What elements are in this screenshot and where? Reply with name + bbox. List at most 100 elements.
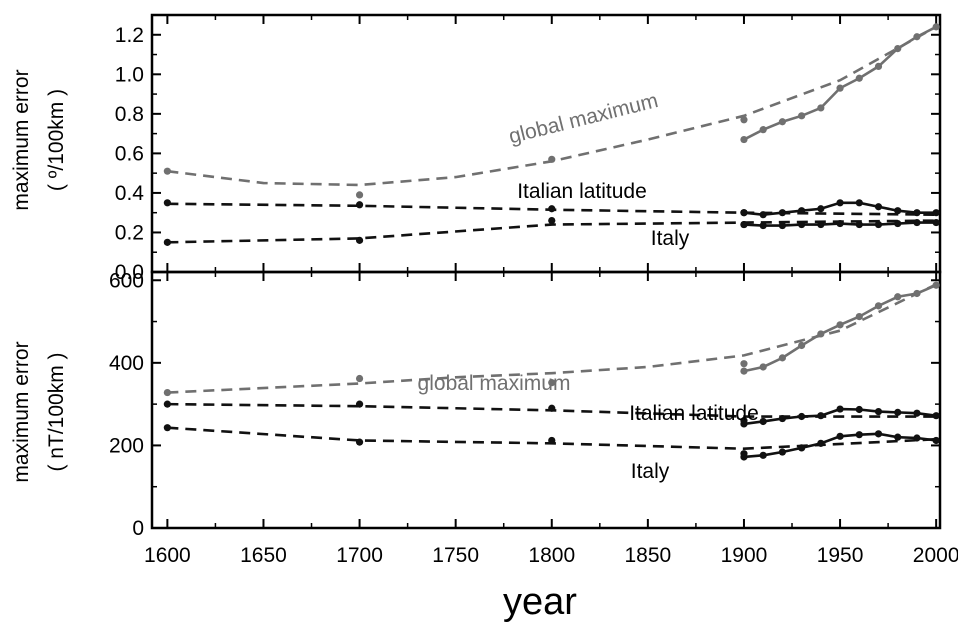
bottom-latitude-detail-point: [932, 412, 940, 420]
bottom-annotation-italy: Italy: [631, 460, 670, 483]
top-global-detail-point: [778, 118, 787, 126]
top-y-axis-unit: ( º/100km ): [45, 89, 68, 191]
top-global-detail-point: [855, 74, 863, 82]
top-annotation-italy: Italy: [651, 227, 690, 250]
top-latitude-data-point: [548, 205, 556, 213]
top-latitude-detail-point: [817, 205, 825, 213]
bottom-italy-detail-point: [932, 436, 940, 445]
bottom-y-tick-label: 400: [109, 352, 144, 375]
top-italy-detail-point: [894, 219, 902, 228]
bottom-italy-detail-point: [913, 434, 921, 442]
bottom-latitude-detail-point: [798, 412, 806, 421]
top-global-detail-point: [894, 45, 902, 53]
top-global-detail-point: [759, 126, 767, 134]
top-global-detail-point: [817, 104, 825, 112]
x-tick-label: 1650: [240, 544, 287, 567]
bottom-latitude-detail-point: [894, 408, 902, 416]
top-latitude-detail-point: [913, 209, 921, 217]
bottom-global-detail-point: [740, 367, 748, 375]
top-annotation-latitude: Italian latitude: [517, 180, 647, 203]
top-italy-detail-point: [874, 220, 883, 229]
bottom-latitude-detail-point: [836, 405, 844, 413]
bottom-latitude-detail-point: [855, 405, 863, 414]
bottom-y-axis-unit: ( nT/100km ): [45, 352, 68, 471]
bottom-italy-detail-point: [759, 451, 767, 459]
top-latitude-detail-point: [836, 199, 844, 207]
bottom-latitude-detail-point: [913, 409, 921, 417]
top-y-tick-label: 1.0: [115, 63, 144, 86]
top-y-tick-label: 0.4: [115, 182, 145, 205]
bottom-latitude-detail-point: [759, 417, 767, 426]
x-tick-label: 1900: [721, 544, 768, 567]
top-plot-frame: [150, 13, 942, 274]
top-y-axis-label: maximum error: [10, 69, 33, 210]
top-y-tick-label: 0.6: [115, 142, 144, 165]
top-italy-detail-point: [932, 218, 940, 227]
x-tick-label: 1750: [432, 544, 479, 567]
bottom-latitude-data-point: [163, 400, 171, 408]
bottom-latitude-data-point: [548, 404, 556, 412]
bottom-global-detail-point: [932, 281, 940, 289]
bottom-italy-data-point: [548, 436, 556, 445]
bottom-latitude-data-point: [740, 417, 748, 425]
top-y-tick-label: 0.8: [115, 103, 144, 126]
bottom-italy-data-point: [740, 450, 748, 458]
top-italy-data-point: [740, 220, 748, 229]
top-global-detail-line: [743, 25, 937, 141]
bottom-italy-detail-point: [874, 430, 883, 438]
bottom-global-detail-point: [855, 312, 863, 321]
bottom-global-fit-line: [167, 283, 937, 394]
bottom-global-detail-point: [874, 302, 883, 310]
top-annotation-global: global maximum: [506, 89, 660, 148]
top-italy-detail-point: [798, 220, 806, 229]
top-global-detail-point: [798, 112, 806, 120]
bottom-y-tick-label: 200: [109, 434, 144, 457]
top-italy-detail-point: [855, 220, 863, 229]
top-y-tick-label: 0.2: [115, 221, 144, 244]
top-latitude-data-point: [355, 201, 364, 209]
top-latitude-detail-point: [894, 207, 902, 215]
bottom-y-tick-label: 0: [132, 517, 144, 540]
bottom-global-detail-point: [778, 354, 787, 362]
bottom-global-detail-point: [894, 293, 902, 301]
bottom-global-data-point: [355, 374, 364, 383]
bottom-annotation-global: global maximum: [418, 372, 571, 395]
top-italy-data-point: [163, 238, 171, 246]
top-global-data-point: [740, 116, 748, 124]
bottom-italy-detail-point: [798, 444, 806, 452]
top-latitude-detail-point: [874, 203, 883, 211]
bottom-global-detail-point: [759, 363, 767, 371]
top-italy-detail-point: [778, 221, 787, 230]
bottom-italy-detail-point: [836, 432, 844, 440]
x-tick-label: 1950: [817, 544, 864, 567]
bottom-italy-detail-point: [778, 448, 787, 456]
top-latitude-detail-point: [759, 211, 767, 219]
bottom-global-detail-point: [913, 289, 921, 298]
bottom-latitude-detail-point: [874, 407, 883, 416]
top-global-detail-point: [913, 33, 921, 41]
x-tick-label: 1800: [528, 544, 575, 567]
bottom-italy-detail-point: [817, 439, 825, 447]
x-tick-label: 1600: [144, 544, 191, 567]
top-global-detail-point: [836, 84, 844, 92]
top-italy-detail-point: [817, 220, 825, 229]
x-axis-label: year: [503, 581, 577, 623]
top-global-detail-point: [740, 135, 748, 144]
bottom-global-data-point: [548, 379, 556, 387]
bottom-y-tick-label: 600: [109, 269, 144, 292]
top-global-data-point: [355, 191, 364, 199]
top-italy-data-point: [355, 236, 364, 244]
top-latitude-detail-point: [798, 207, 806, 215]
top-panel: 0.0 0.2 0.4 0.6 0.8 1.0 1.2 global maximum Itali…: [115, 13, 942, 284]
bottom-global-detail-point: [817, 330, 825, 338]
top-global-detail-point: [932, 23, 940, 31]
bottom-latitude-data-point: [355, 400, 364, 408]
bottom-global-data-point: [740, 360, 748, 368]
top-latitude-detail-point: [855, 199, 863, 207]
bottom-annotation-latitude: Italian latitude: [629, 402, 759, 425]
top-italy-data-point: [548, 217, 556, 225]
bottom-global-data-point: [163, 388, 171, 397]
top-latitude-data-point: [740, 209, 748, 217]
x-tick-label: 2000: [913, 544, 958, 567]
